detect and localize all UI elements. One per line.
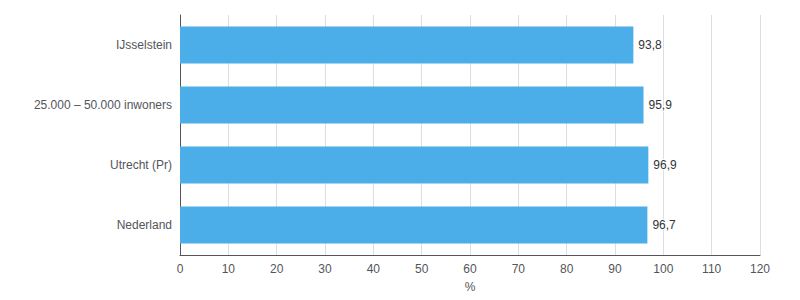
svg-text:95,9: 95,9 [649, 98, 673, 112]
svg-text:96,7: 96,7 [652, 218, 676, 232]
svg-text:Utrecht (Pr): Utrecht (Pr) [110, 158, 172, 172]
svg-text:30: 30 [318, 262, 332, 276]
svg-text:110: 110 [702, 262, 721, 276]
svg-text:10: 10 [222, 262, 236, 276]
svg-text:120: 120 [750, 262, 770, 276]
svg-text:20: 20 [270, 262, 284, 276]
svg-text:Nederland: Nederland [117, 218, 172, 232]
svg-text:100: 100 [653, 262, 673, 276]
svg-text:%: % [465, 280, 476, 294]
svg-text:90: 90 [608, 262, 622, 276]
svg-text:80: 80 [560, 262, 574, 276]
svg-text:40: 40 [367, 262, 381, 276]
svg-text:96,9: 96,9 [653, 158, 677, 172]
svg-text:70: 70 [512, 262, 526, 276]
svg-text:IJsselstein: IJsselstein [116, 38, 172, 52]
svg-text:25.000 – 50.000 inwoners: 25.000 – 50.000 inwoners [34, 98, 172, 112]
svg-text:93,8: 93,8 [638, 38, 662, 52]
svg-text:50: 50 [415, 262, 429, 276]
svg-text:60: 60 [463, 262, 477, 276]
svg-text:0: 0 [177, 262, 184, 276]
